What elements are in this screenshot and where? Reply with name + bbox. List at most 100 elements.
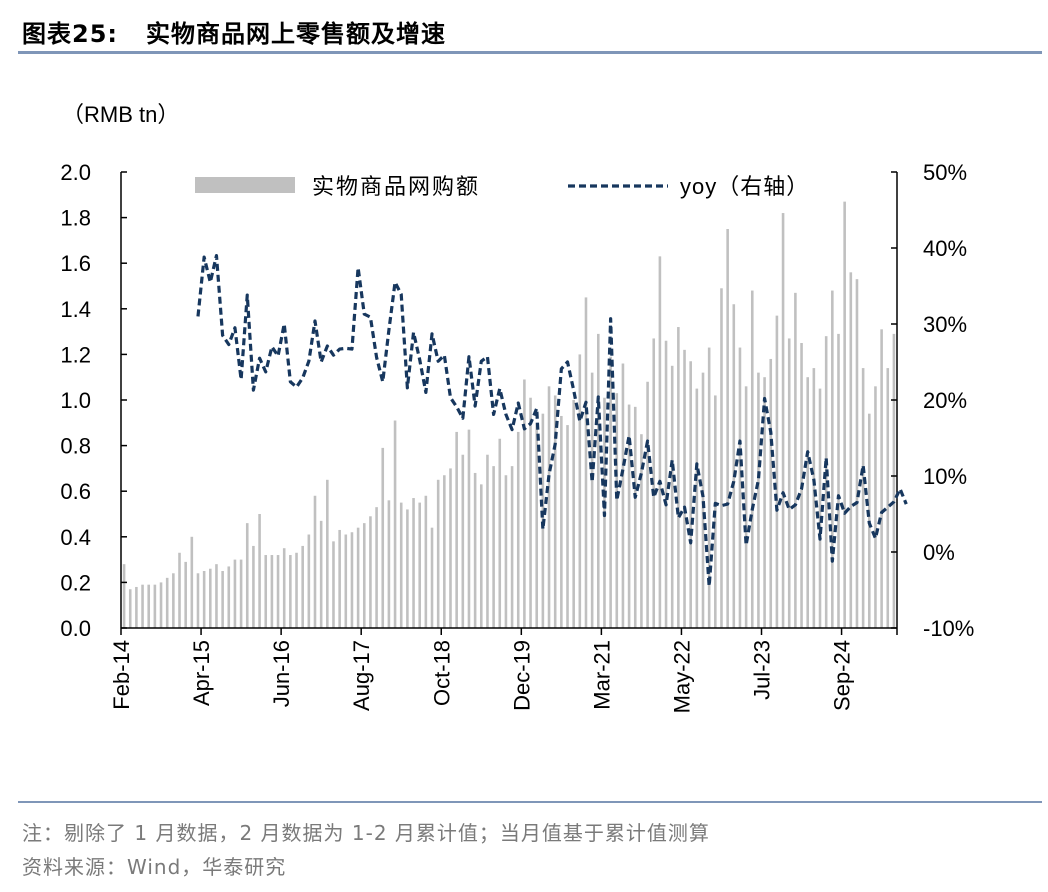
sales-bar — [239, 559, 243, 628]
sales-bar — [566, 425, 569, 628]
sales-bar — [535, 422, 539, 628]
figure-label: 图表25: — [22, 20, 118, 48]
sales-bar — [560, 415, 563, 628]
sales-bar — [621, 363, 625, 628]
right-tick-label: 20% — [923, 388, 967, 413]
left-tick-label: 0.6 — [60, 479, 91, 504]
sales-bar — [326, 479, 329, 628]
right-tick-label: 10% — [923, 464, 967, 489]
sales-bar — [818, 388, 822, 628]
sales-bar — [498, 438, 502, 628]
sales-bar — [486, 454, 489, 628]
sales-bar — [707, 347, 711, 628]
sales-bar — [732, 304, 736, 628]
sales-bar — [344, 534, 348, 628]
figure-title: 图表25: 实物商品网上零售额及增速 — [22, 14, 446, 49]
figure-title-text: 实物商品网上零售额及增速 — [146, 20, 446, 48]
sales-bar — [122, 564, 126, 628]
yoy-line — [196, 254, 908, 588]
right-tick-label: 50% — [923, 160, 967, 185]
sales-bar — [547, 386, 551, 628]
legend-bar-label: 实物商品网购额 — [312, 174, 480, 199]
sales-bar — [196, 573, 200, 628]
sales-bar — [664, 340, 668, 628]
x-tick-label: Oct-18 — [429, 640, 454, 706]
sales-bar — [406, 509, 409, 628]
footer-rule — [18, 801, 1042, 803]
sales-bar — [683, 349, 686, 628]
source-line: 资料来源：Wind，华泰研究 — [22, 855, 287, 879]
sales-bar — [295, 552, 298, 628]
sales-bar — [233, 559, 237, 628]
sales-bar — [750, 290, 754, 628]
legend-line-label: yoy（右轴） — [680, 174, 809, 199]
sales-bar — [640, 434, 643, 628]
sales-bar — [159, 582, 163, 628]
sales-bar — [202, 571, 206, 628]
sales-bar — [387, 500, 391, 628]
sales-bar — [467, 429, 471, 628]
sales-bar — [806, 377, 809, 628]
sales-bar — [646, 381, 649, 628]
sales-bar — [436, 479, 440, 628]
sales-bar — [880, 329, 883, 628]
sales-bar — [584, 297, 588, 628]
sales-bar — [861, 368, 865, 628]
right-tick-label: 40% — [923, 236, 967, 261]
sales-bar — [209, 568, 212, 628]
sales-bar — [689, 361, 692, 628]
sales-bar — [270, 555, 274, 628]
sales-bar — [362, 523, 366, 628]
sales-bar — [473, 472, 477, 628]
sales-bar — [492, 466, 495, 628]
right-tick-label: 0% — [923, 540, 955, 565]
sales-bar — [726, 229, 729, 628]
sales-bar — [147, 584, 151, 628]
sales-bar — [172, 573, 175, 628]
sales-bar — [356, 527, 360, 628]
sales-bar — [319, 520, 323, 628]
sales-bar — [449, 468, 452, 628]
sales-bar — [332, 541, 335, 628]
sales-bar — [787, 338, 791, 628]
right-tick-label: 30% — [923, 312, 967, 337]
left-tick-label: 0.2 — [60, 570, 91, 595]
sales-bar — [615, 393, 619, 628]
sales-bar — [523, 379, 526, 628]
sales-bar — [455, 431, 458, 628]
sales-bar — [221, 571, 224, 628]
sales-bar — [590, 372, 594, 628]
left-tick-label: 0.4 — [60, 525, 91, 550]
footer-notes: 注：剔除了 1 月数据，2 月数据为 1-2 月累计值；当月值基于累计值测算 资… — [22, 816, 710, 884]
sales-bar — [609, 356, 612, 628]
sales-bar — [763, 377, 766, 628]
sales-bar — [695, 388, 699, 628]
title-rule — [18, 51, 1042, 54]
sales-bar — [289, 555, 292, 628]
x-tick-label: Apr-15 — [189, 640, 214, 706]
left-tick-label: 0.8 — [60, 434, 91, 459]
sales-bar — [375, 507, 378, 628]
sales-bar — [350, 532, 354, 628]
sales-bar — [165, 577, 169, 628]
sales-bar — [338, 529, 341, 628]
sales-bar — [794, 292, 797, 628]
sales-bar — [252, 545, 255, 628]
sales-bar — [831, 290, 834, 628]
sales-bar — [633, 406, 637, 628]
sales-bar — [892, 333, 896, 628]
x-tick-label: Aug-17 — [349, 640, 374, 711]
sales-bar — [258, 514, 261, 628]
sales-bar — [516, 431, 520, 628]
sales-bar — [135, 586, 138, 628]
sales-bar — [572, 400, 575, 628]
left-tick-label: 0.0 — [60, 616, 91, 641]
sales-bar — [245, 523, 249, 628]
x-tick-label: Mar-21 — [589, 640, 614, 710]
sales-bar — [597, 333, 600, 628]
sales-bar — [418, 502, 421, 628]
left-axis-unit: （RMB tn） — [62, 102, 179, 127]
sales-bar — [812, 368, 816, 628]
left-tick-label: 1.0 — [60, 388, 91, 413]
left-tick-label: 1.2 — [60, 342, 91, 367]
